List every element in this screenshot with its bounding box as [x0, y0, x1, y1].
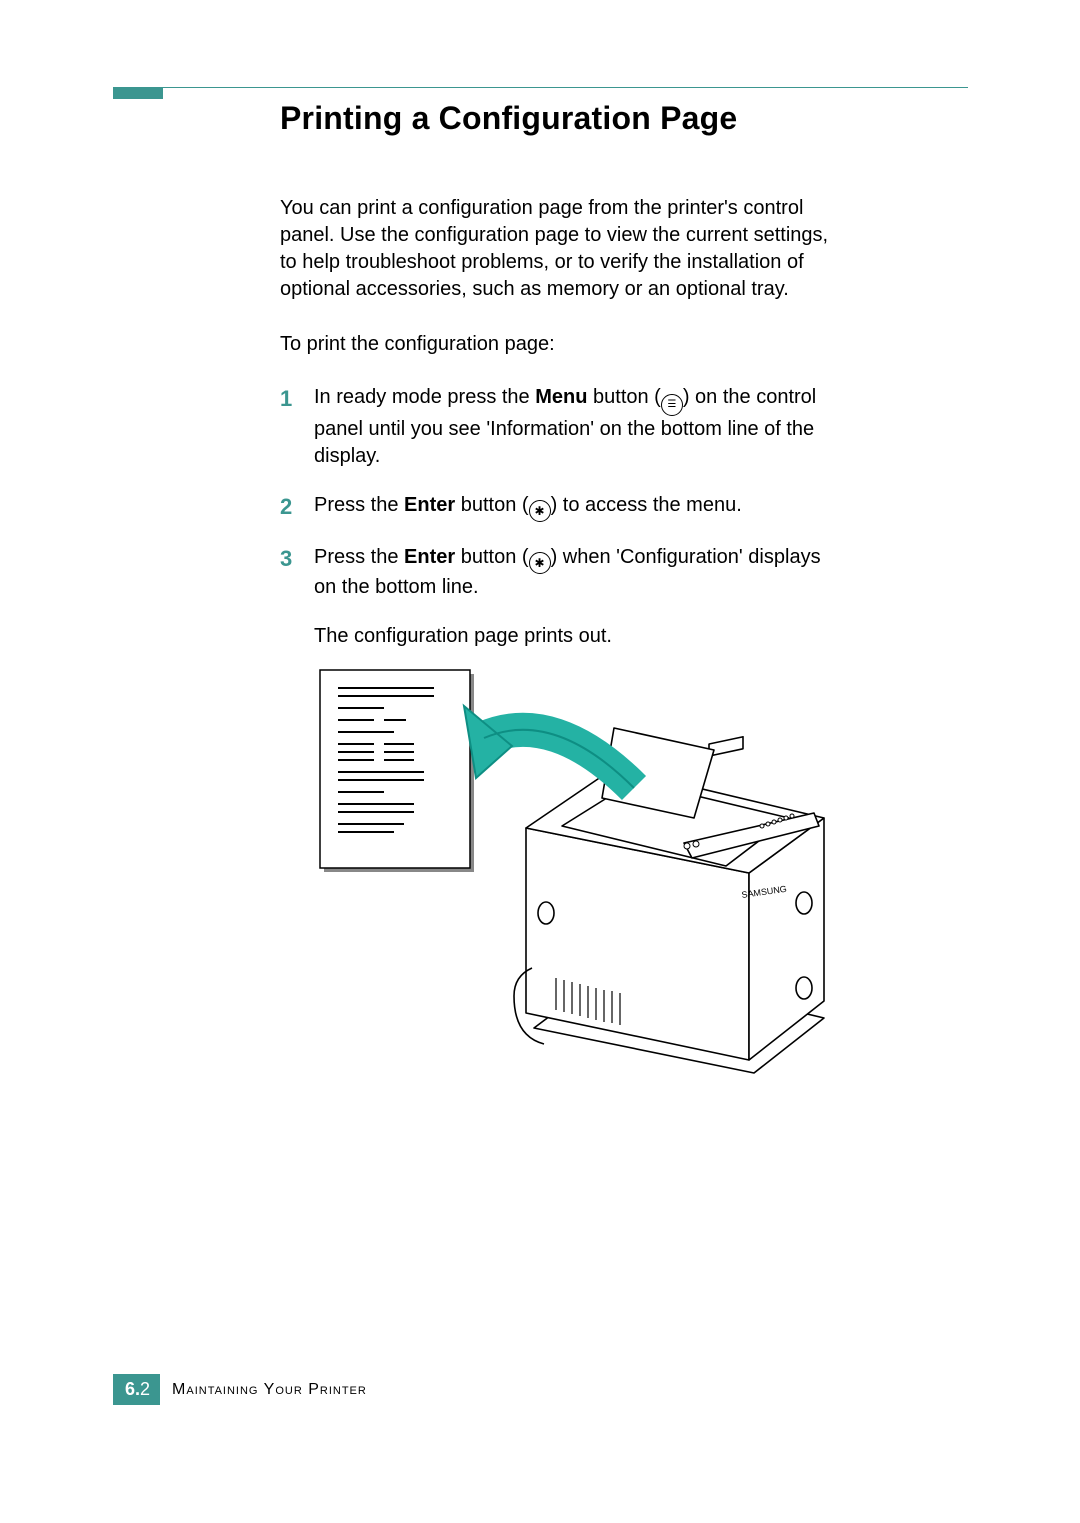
page-heading: Printing a Configuration Page — [280, 100, 848, 137]
page-content: Printing a Configuration Page You can pr… — [280, 100, 848, 1083]
header-rule-thin — [163, 87, 968, 88]
enter-icon — [529, 552, 551, 574]
footer-page-number: 2 — [140, 1379, 150, 1399]
step-body: Press the Enter button () when 'Configur… — [314, 544, 848, 601]
step-number: 2 — [280, 492, 314, 522]
step-list: 1 In ready mode press the Menu button ()… — [280, 384, 848, 601]
step-number: 3 — [280, 544, 314, 574]
step-body: Press the Enter button () to access the … — [314, 492, 848, 522]
footer-page-badge: 6.2 — [113, 1374, 160, 1405]
arrow-icon — [464, 706, 634, 788]
footer-chapter: 6. — [125, 1379, 140, 1399]
menu-icon — [661, 394, 683, 416]
header-rule-thick — [113, 87, 163, 99]
page-footer: 6.2 Maintaining Your Printer — [113, 1374, 367, 1405]
step-item: 3 Press the Enter button () when 'Config… — [280, 544, 848, 601]
intro-paragraph: You can print a configuration page from … — [280, 195, 848, 303]
step-item: 2 Press the Enter button () to access th… — [280, 492, 848, 522]
printer-figure: SAMSUNG — [314, 668, 848, 1083]
page-preview-icon — [320, 670, 474, 872]
step-item: 1 In ready mode press the Menu button ()… — [280, 384, 848, 470]
enter-icon — [529, 500, 551, 522]
footer-section-label: Maintaining Your Printer — [172, 1381, 367, 1399]
step-number: 1 — [280, 384, 314, 414]
lead-paragraph: To print the configuration page: — [280, 331, 848, 358]
step-body: In ready mode press the Menu button () o… — [314, 384, 848, 470]
printer-icon: SAMSUNG — [514, 728, 824, 1073]
after-steps-text: The configuration page prints out. — [314, 623, 848, 650]
